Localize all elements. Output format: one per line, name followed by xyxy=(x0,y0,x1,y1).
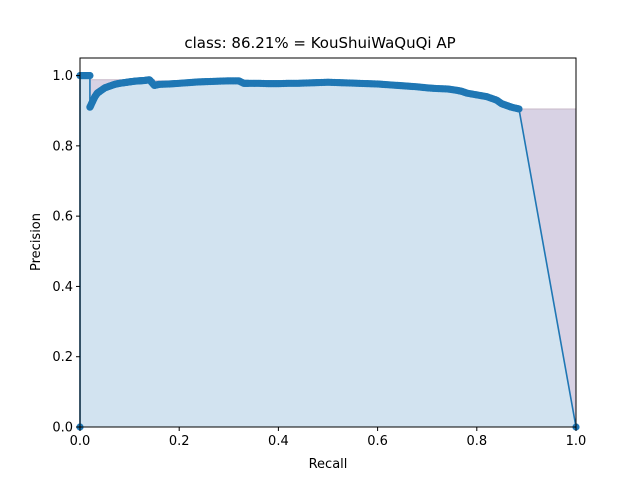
x-axis-label: Recall xyxy=(309,457,348,472)
plot-area xyxy=(76,71,580,431)
pr-point xyxy=(86,71,94,80)
y-tick-label: 0.4 xyxy=(52,280,73,295)
x-tick-label: 0.6 xyxy=(367,434,388,449)
plot-frame xyxy=(79,57,577,428)
pr-markers xyxy=(76,71,580,431)
axis-ticks: 0.0 0.2 0.4 0.6 0.8 1.0 0.0 0.2 0.4 0.6 0.8 1.0 xyxy=(52,69,586,449)
y-axis-label: Precision xyxy=(29,213,44,271)
y-tick-label: 0.0 xyxy=(52,421,73,436)
chart-title: class: 86.21% = KouShuiWaQuQi AP xyxy=(184,34,455,52)
y-tick-label: 1.0 xyxy=(52,69,73,84)
x-tick-label: 0.2 xyxy=(169,434,190,449)
x-tick-label: 0.8 xyxy=(466,434,487,449)
x-tick-label: 0.0 xyxy=(70,434,91,449)
pr-point xyxy=(515,105,523,113)
x-tick-label: 0.4 xyxy=(268,434,289,449)
x-tick-label: 1.0 xyxy=(566,434,587,449)
y-tick-label: 0.6 xyxy=(52,210,73,225)
y-tick-label: 0.8 xyxy=(52,139,73,154)
ap-area-fill xyxy=(80,75,576,427)
y-tick-label: 0.2 xyxy=(52,350,73,365)
